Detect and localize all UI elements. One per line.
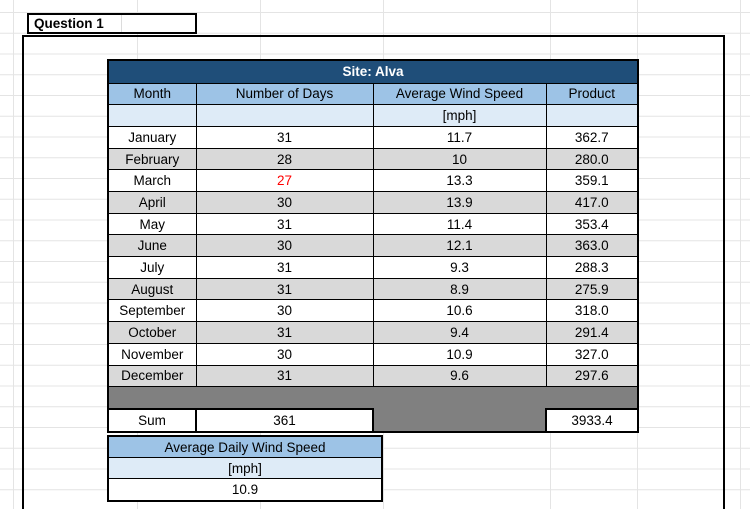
summary-value-row: 10.9 — [107, 478, 383, 502]
table-header-row: Month Number of Days Average Wind Speed … — [107, 82, 639, 106]
cell-product-june[interactable]: 363.0 — [545, 234, 639, 258]
cell-product-february[interactable]: 280.0 — [545, 147, 639, 171]
cell-month-april[interactable]: April — [107, 191, 197, 214]
cell-month-august[interactable]: August — [107, 277, 197, 301]
cell-month-november[interactable]: November — [107, 342, 197, 366]
cell-days-october[interactable]: 31 — [195, 321, 374, 344]
cell-days-march-highlighted[interactable]: 27 — [195, 169, 374, 193]
unit-wind-cell[interactable]: [mph] — [372, 104, 547, 127]
question-label-cell[interactable]: Question 1 — [27, 13, 197, 34]
table-row-april: April 30 13.9 417.0 — [107, 191, 639, 214]
table-row-june: June 30 12.1 363.0 — [107, 234, 639, 258]
cell-wind-march[interactable]: 13.3 — [372, 169, 547, 193]
cell-wind-october[interactable]: 9.4 — [372, 321, 547, 344]
cell-product-march[interactable]: 359.1 — [545, 169, 639, 193]
summary-unit-cell[interactable]: [mph] — [107, 457, 383, 480]
sum-spacer-cell[interactable] — [372, 408, 547, 433]
table-row-july: July 31 9.3 288.3 — [107, 256, 639, 279]
table-row-august: August 31 8.9 275.9 — [107, 277, 639, 301]
cell-days-may[interactable]: 31 — [195, 212, 374, 236]
summary-unit-row: [mph] — [107, 457, 383, 480]
cell-month-september[interactable]: September — [107, 299, 197, 323]
cell-product-july[interactable]: 288.3 — [545, 256, 639, 279]
header-month-cell[interactable]: Month — [107, 82, 197, 106]
cell-days-january[interactable]: 31 — [195, 125, 374, 149]
separator-cell[interactable] — [107, 386, 639, 410]
cell-days-november[interactable]: 30 — [195, 342, 374, 366]
cell-wind-december[interactable]: 9.6 — [372, 364, 547, 388]
table-row-january: January 31 11.7 362.7 — [107, 125, 639, 149]
cell-days-february[interactable]: 28 — [195, 147, 374, 171]
summary-title-row: Average Daily Wind Speed — [107, 435, 383, 459]
unit-month-cell[interactable] — [107, 104, 197, 127]
cell-days-june[interactable]: 30 — [195, 234, 374, 258]
cell-product-december[interactable]: 297.6 — [545, 364, 639, 388]
cell-product-november[interactable]: 327.0 — [545, 342, 639, 366]
table-row-october: October 31 9.4 291.4 — [107, 321, 639, 344]
cell-wind-february[interactable]: 10 — [372, 147, 547, 171]
cell-month-december[interactable]: December — [107, 364, 197, 388]
header-product-cell[interactable]: Product — [545, 82, 639, 106]
average-wind-speed-table: Average Daily Wind Speed [mph] 10.9 — [107, 435, 383, 502]
table-row-september: September 30 10.6 318.0 — [107, 299, 639, 323]
cell-month-june[interactable]: June — [107, 234, 197, 258]
cell-wind-may[interactable]: 11.4 — [372, 212, 547, 236]
cell-wind-april[interactable]: 13.9 — [372, 191, 547, 214]
sum-days-cell[interactable]: 361 — [195, 407, 374, 433]
unit-product-cell[interactable] — [545, 104, 639, 127]
cell-days-december[interactable]: 31 — [195, 364, 374, 388]
cell-product-october[interactable]: 291.4 — [545, 321, 639, 344]
sum-row: Sum 361 3933.4 — [107, 407, 640, 433]
sum-product-cell[interactable]: 3933.4 — [544, 407, 640, 433]
table-title-row: Site: Alva — [107, 59, 639, 84]
cell-month-march[interactable]: March — [107, 169, 197, 193]
summary-title-cell[interactable]: Average Daily Wind Speed — [107, 435, 383, 459]
cell-days-august[interactable]: 31 — [195, 277, 374, 301]
cell-wind-september[interactable]: 10.6 — [372, 299, 547, 323]
table-row-march: March 27 13.3 359.1 — [107, 169, 639, 193]
table-row-may: May 31 11.4 353.4 — [107, 212, 639, 236]
cell-month-july[interactable]: July — [107, 256, 197, 279]
cell-days-september[interactable]: 30 — [195, 299, 374, 323]
sum-label-cell[interactable]: Sum — [107, 407, 197, 433]
cell-product-august[interactable]: 275.9 — [545, 277, 639, 301]
cell-month-may[interactable]: May — [107, 212, 197, 236]
cell-product-april[interactable]: 417.0 — [545, 191, 639, 214]
table-row-february: February 28 10 280.0 — [107, 147, 639, 171]
unit-days-cell[interactable] — [195, 104, 374, 127]
cell-product-january[interactable]: 362.7 — [545, 125, 639, 149]
cell-wind-august[interactable]: 8.9 — [372, 277, 547, 301]
cell-wind-june[interactable]: 12.1 — [372, 234, 547, 258]
table-row-december: December 31 9.6 297.6 — [107, 364, 639, 388]
separator-row — [107, 386, 639, 410]
cell-wind-january[interactable]: 11.7 — [372, 125, 547, 149]
unit-row: [mph] — [107, 104, 639, 127]
cell-month-january[interactable]: January — [107, 125, 197, 149]
cell-month-february[interactable]: February — [107, 147, 197, 171]
summary-value-cell[interactable]: 10.9 — [107, 478, 383, 502]
cell-wind-july[interactable]: 9.3 — [372, 256, 547, 279]
cell-divider-line — [121, 15, 122, 32]
cell-product-september[interactable]: 318.0 — [545, 299, 639, 323]
cell-days-april[interactable]: 30 — [195, 191, 374, 214]
cell-month-october[interactable]: October — [107, 321, 197, 344]
table-row-november: November 30 10.9 327.0 — [107, 342, 639, 366]
cell-product-may[interactable]: 353.4 — [545, 212, 639, 236]
wind-data-table: Site: Alva Month Number of Days Average … — [107, 59, 640, 433]
cell-days-july[interactable]: 31 — [195, 256, 374, 279]
cell-wind-november[interactable]: 10.9 — [372, 342, 547, 366]
question-label: Question 1 — [34, 16, 104, 31]
header-days-cell[interactable]: Number of Days — [195, 82, 374, 106]
header-wind-cell[interactable]: Average Wind Speed — [372, 82, 547, 106]
site-title-cell[interactable]: Site: Alva — [107, 59, 639, 84]
